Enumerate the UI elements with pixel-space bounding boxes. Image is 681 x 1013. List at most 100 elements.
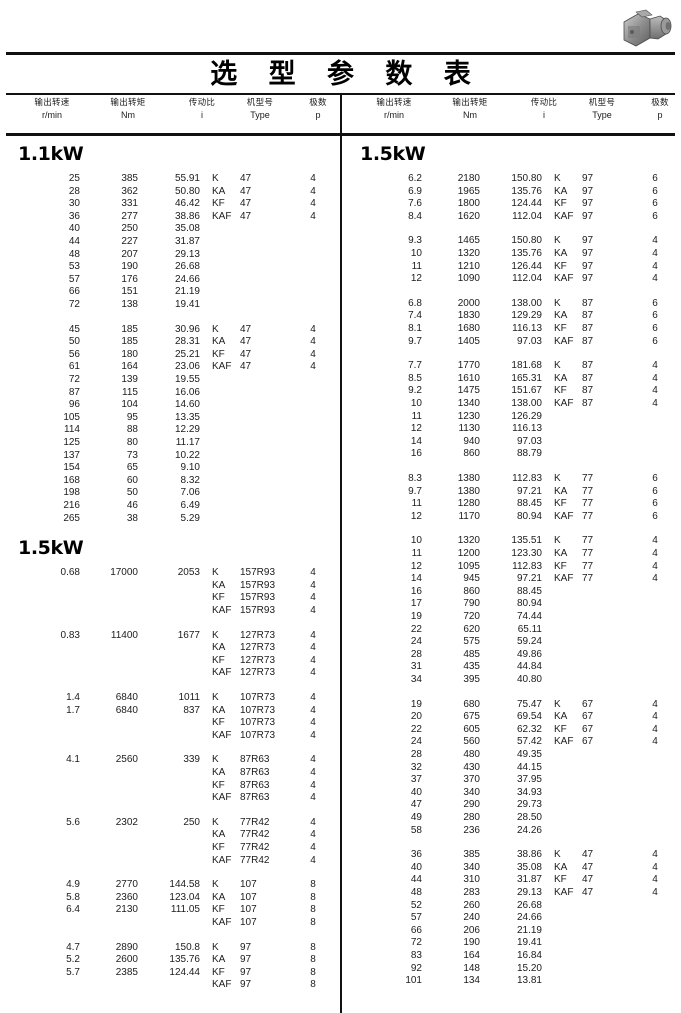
cell-output-speed: 9.7	[408, 335, 422, 347]
cell-output-speed: 1.4	[66, 692, 80, 703]
table-row: 12 1095 112.83 KF 77 4	[342, 561, 681, 574]
cell-poles: 4	[310, 198, 316, 210]
cell-output-torque: 139	[121, 373, 138, 385]
cell-ratio: 40.80	[516, 673, 542, 685]
cell-output-speed: 47	[410, 799, 422, 811]
cell-ratio: 6.49	[180, 499, 200, 511]
table-row: KF 157R93 4	[0, 592, 340, 605]
table-row: 83 164 16.84	[342, 950, 681, 963]
table-row: 6.8 2000 138.00 K 87 6	[342, 298, 681, 311]
cell-type-size: 87R63	[240, 754, 270, 766]
cell-poles: 4	[310, 841, 316, 853]
table-row: 14 940 97.03	[342, 436, 681, 449]
cell-type-size: 97	[240, 979, 252, 991]
table-row: 40 340 35.08 KA 47 4	[342, 862, 681, 875]
cell-output-torque: 38	[126, 512, 138, 524]
cell-type-prefix: K	[212, 173, 219, 184]
cell-type-size: 77	[582, 573, 594, 585]
cell-type-size: 47	[582, 861, 594, 873]
cell-type-prefix: KF	[212, 841, 225, 853]
column-header-poles-right: 极数 p	[632, 97, 681, 121]
cell-ratio: 24.26	[516, 824, 542, 836]
table-row: 72 138 19.41	[0, 299, 340, 312]
cell-poles: 8	[310, 879, 316, 891]
cell-type-size: 97	[582, 210, 594, 222]
cell-ratio: 88.45	[516, 498, 542, 510]
cell-type-size: 87	[582, 310, 594, 322]
cell-ratio: 181.68	[511, 360, 542, 372]
spec-group: 6.2 2180 150.80 K 97 6 6.9 1965 135.76 KA 97 6 7.6 18…	[342, 173, 681, 223]
cell-type-prefix: KF	[212, 348, 225, 360]
cell-type-size: 77	[582, 510, 594, 522]
cell-output-torque: 17000	[110, 567, 138, 579]
table-row: 101 134 13.81	[342, 975, 681, 988]
cell-type-size: 47	[240, 185, 252, 197]
column-header-torque-right: 输出转矩 Nm	[428, 97, 512, 121]
cell-output-speed: 34	[410, 673, 422, 685]
cell-type-size: 77	[582, 473, 594, 484]
cell-ratio: 80.94	[516, 598, 542, 610]
cell-ratio: 38.86	[516, 849, 542, 861]
cell-poles: 4	[652, 736, 658, 748]
cell-ratio: 23.06	[174, 361, 200, 373]
cell-ratio: 112.83	[512, 560, 542, 572]
cell-ratio: 12.29	[174, 424, 200, 436]
cell-ratio: 150.80	[511, 173, 542, 184]
cell-type-prefix: K	[554, 297, 561, 309]
cell-type-prefix: KAF	[554, 397, 574, 409]
cell-poles: 4	[652, 861, 658, 873]
table-row: 5.2 2600 135.76 KA 97 8	[0, 954, 340, 967]
cell-type-size: 97	[582, 198, 594, 210]
cell-type-prefix: KF	[554, 198, 567, 210]
cell-output-speed: 6.4	[66, 904, 80, 916]
cell-type-size: 87	[582, 335, 594, 347]
cell-output-speed: 30	[68, 198, 80, 210]
cell-type-size: 97	[582, 247, 594, 259]
cell-poles: 8	[310, 966, 316, 978]
table-row: 10 1320 135.51 K 77 4	[342, 535, 681, 548]
cell-type-prefix: KF	[212, 904, 225, 916]
cell-ratio: 50.80	[174, 185, 200, 197]
spec-group: 7.7 1770 181.68 K 87 4 8.5 1610 165.31 KA 87 4 9.2 14…	[342, 360, 681, 461]
cell-type-prefix: KA	[554, 547, 568, 559]
cell-output-speed: 125	[63, 436, 80, 448]
table-row: 1.7 6840 837 KA 107R73 4	[0, 705, 340, 718]
cell-type-size: 107R73	[240, 692, 276, 703]
cell-ratio: 35.08	[174, 223, 200, 235]
table-row: 216 46 6.49	[0, 500, 340, 513]
cell-type-prefix: K	[212, 879, 219, 891]
cell-output-speed: 9.2	[408, 385, 422, 397]
spec-group: 4.1 2560 339 K 87R63 4 KA 87R63 4 KF 87R63 4 KAF 87R6…	[0, 754, 340, 804]
spec-group: 9.3 1465 150.80 K 97 4 10 1320 135.76 KA 97 4 11 1210…	[342, 235, 681, 285]
cell-output-torque: 2385	[115, 966, 138, 978]
table-row: 28 485 49.86	[342, 649, 681, 662]
cell-poles: 6	[652, 498, 658, 510]
cell-ratio: 13.35	[174, 411, 200, 423]
cell-ratio: 123.30	[511, 547, 542, 559]
cell-output-torque: 190	[121, 261, 138, 273]
cell-output-speed: 61	[68, 361, 80, 373]
cell-type-prefix: K	[554, 235, 561, 247]
cell-output-speed: 10	[410, 397, 422, 409]
spec-group: 6.8 2000 138.00 K 87 6 7.4 1830 129.29 KA 87 6 8.1 16…	[342, 298, 681, 348]
cell-type-prefix: KA	[212, 336, 226, 348]
column-header-en: Type	[592, 110, 612, 120]
cell-type-size: 107	[240, 891, 257, 903]
cell-type-prefix: KF	[554, 723, 567, 735]
cell-output-torque: 1830	[457, 310, 480, 322]
cell-poles: 8	[310, 904, 316, 916]
cell-ratio: 116.13	[512, 423, 542, 435]
cell-ratio: 165.31	[511, 372, 542, 384]
table-row: 6.4 2130 111.05 KF 107 8	[0, 904, 340, 917]
cell-ratio: 28.50	[516, 811, 542, 823]
cell-type-size: 47	[582, 849, 594, 861]
cell-type-prefix: KF	[554, 560, 567, 572]
column-header-type-right: 机型号 Type	[552, 97, 652, 121]
cell-ratio: 57.42	[516, 736, 542, 748]
cell-poles: 4	[310, 604, 316, 616]
column-header-ratio-right: 传动比 i	[502, 97, 586, 121]
cell-type-size: 97	[240, 966, 252, 978]
table-row: 56 180 25.21 KF 47 4	[0, 349, 340, 362]
cell-output-torque: 280	[463, 811, 480, 823]
